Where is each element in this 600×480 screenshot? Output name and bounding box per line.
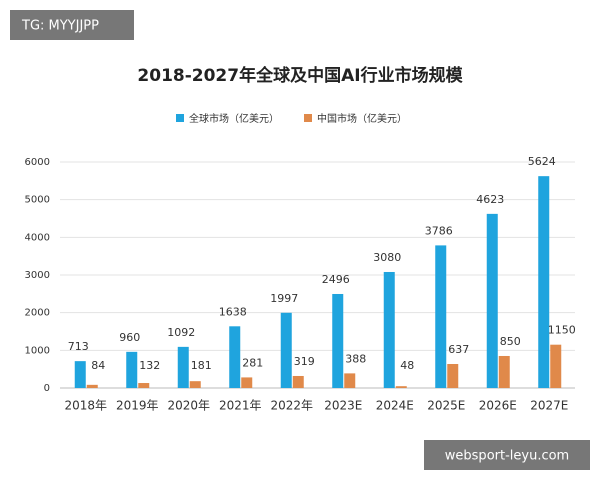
- value-label: 84: [91, 359, 105, 372]
- bar: [74, 361, 86, 388]
- x-tick-label: 2019年: [116, 399, 159, 413]
- bar: [395, 386, 407, 388]
- y-tick-label: 6000: [25, 157, 50, 168]
- value-label: 1092: [167, 326, 195, 339]
- value-label: 637: [448, 343, 469, 356]
- tag-text: TG: MYYJJPP: [21, 19, 99, 34]
- legend-swatch: [176, 114, 184, 122]
- bar: [538, 176, 550, 388]
- y-tick-label: 3000: [25, 270, 50, 281]
- value-label: 132: [139, 359, 160, 372]
- x-tick-label: 2020年: [167, 399, 210, 413]
- value-label: 2496: [322, 273, 350, 286]
- tag-box: [10, 10, 134, 40]
- value-label: 3080: [373, 251, 401, 264]
- x-tick-label: 2018年: [64, 399, 107, 413]
- watermark-text: websport-leyu.com: [445, 449, 569, 464]
- bar: [126, 351, 138, 388]
- value-label: 281: [242, 356, 263, 369]
- y-tick-label: 2000: [25, 308, 50, 319]
- chart-title: 2018-2027年全球及中国AI行业市场规模: [137, 65, 463, 86]
- y-tick-label: 1000: [25, 345, 50, 356]
- bar: [229, 326, 241, 388]
- value-label: 3786: [425, 224, 453, 237]
- y-tick-label: 4000: [25, 232, 50, 243]
- value-label: 388: [345, 352, 366, 365]
- bar: [550, 344, 562, 388]
- bar: [241, 377, 253, 388]
- value-label: 850: [500, 335, 521, 348]
- x-tick-label: 2024E: [376, 399, 414, 413]
- x-tick-label: 2026E: [479, 399, 517, 413]
- bar: [383, 271, 395, 388]
- bar: [86, 384, 98, 388]
- watermark-box: [424, 440, 590, 470]
- value-label: 5624: [528, 155, 556, 168]
- y-tick-label: 0: [44, 383, 50, 394]
- bar: [332, 293, 344, 388]
- y-tick-label: 5000: [25, 195, 50, 206]
- value-label: 960: [119, 331, 140, 344]
- value-label: 1150: [548, 324, 576, 337]
- x-tick-label: 2025E: [427, 399, 465, 413]
- value-label: 713: [68, 340, 89, 353]
- x-tick-label: 2027E: [530, 399, 568, 413]
- bar: [292, 375, 304, 388]
- x-tick-label: 2022年: [270, 399, 313, 413]
- value-label: 1638: [219, 305, 247, 318]
- bar: [447, 364, 459, 388]
- bar: [177, 346, 189, 388]
- legend-label: 全球市场（亿美元）: [189, 112, 279, 125]
- bar: [138, 383, 150, 388]
- value-label: 319: [294, 355, 315, 368]
- legend-label: 中国市场（亿美元）: [317, 112, 407, 125]
- bar: [344, 373, 356, 388]
- x-tick-label: 2021年: [219, 399, 262, 413]
- bar: [189, 381, 201, 388]
- bar: [280, 312, 292, 388]
- value-label: 4623: [476, 193, 504, 206]
- bar: [498, 355, 510, 388]
- bar: [435, 245, 447, 388]
- bar: [486, 213, 498, 388]
- value-label: 1997: [270, 292, 298, 305]
- legend-swatch: [304, 114, 312, 122]
- value-label: 48: [400, 359, 414, 372]
- value-label: 181: [191, 359, 212, 372]
- x-tick-label: 2023E: [324, 399, 362, 413]
